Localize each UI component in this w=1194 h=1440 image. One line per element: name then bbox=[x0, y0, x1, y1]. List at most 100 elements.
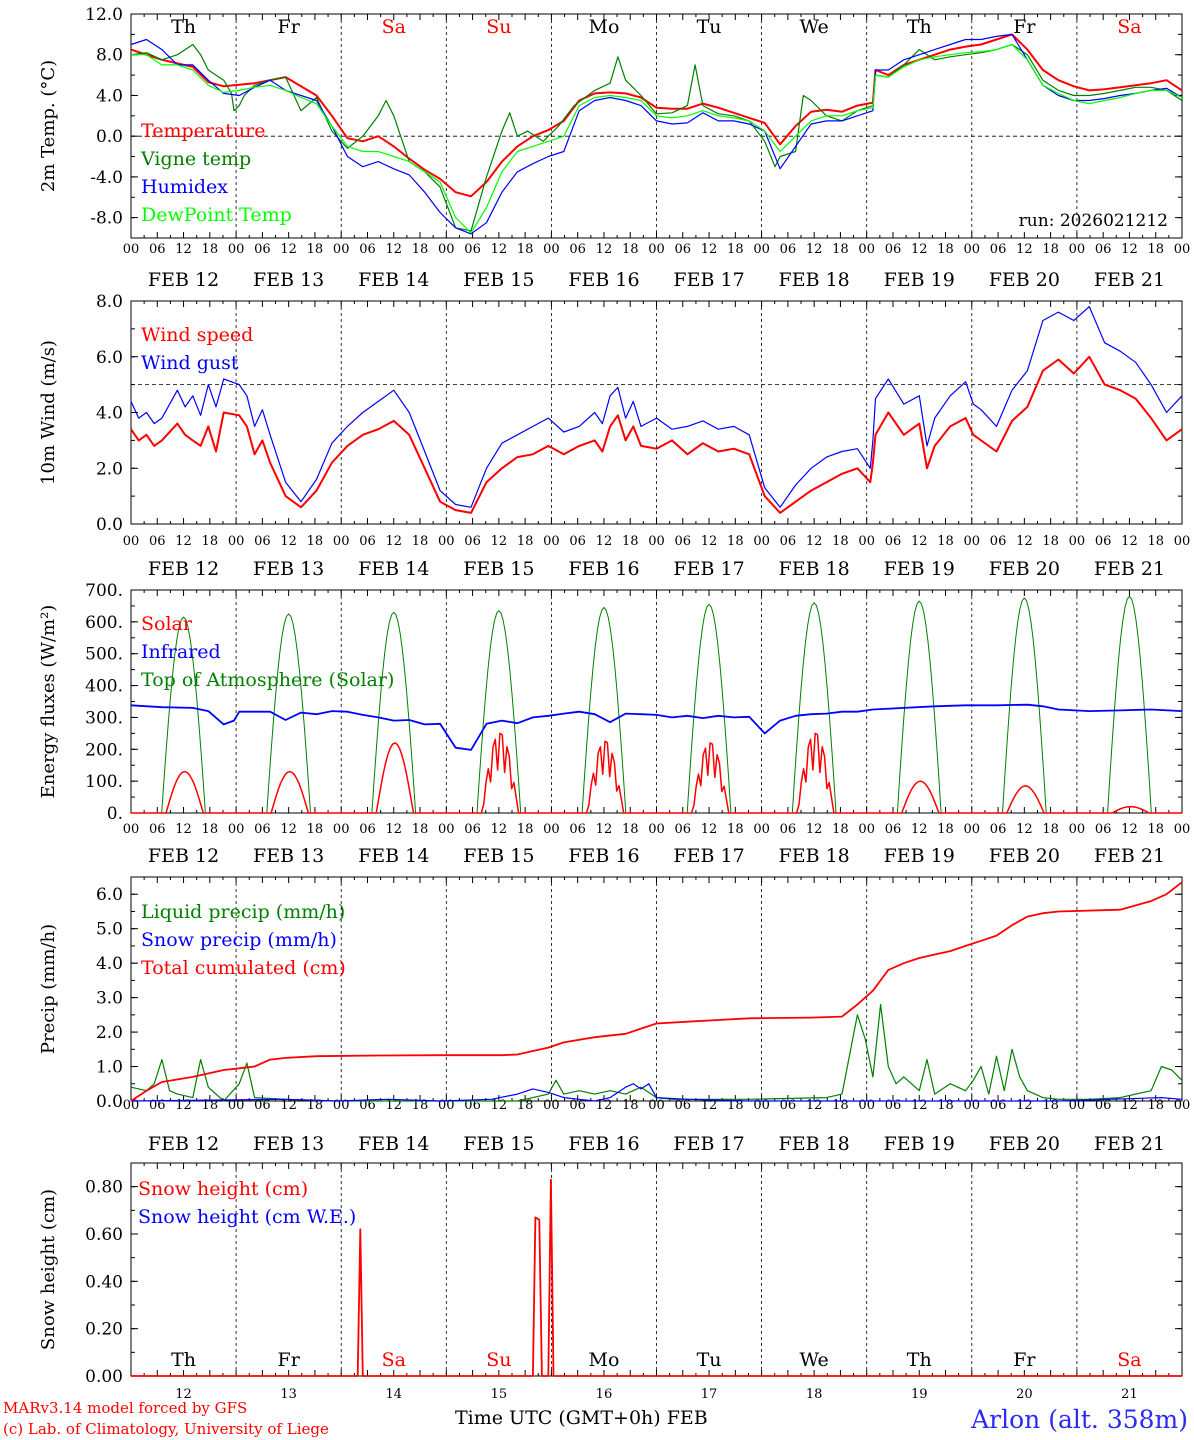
hour-tick-label: 00 bbox=[858, 242, 875, 257]
hour-tick-label: 00 bbox=[753, 534, 770, 549]
hour-tick-label: 00 bbox=[543, 242, 560, 257]
y-tick-label: 2.0 bbox=[96, 459, 123, 479]
toa-solar-line bbox=[866, 600, 972, 814]
hour-tick-label: 18 bbox=[832, 534, 849, 549]
y-tick-label: 600. bbox=[85, 613, 123, 633]
footer-model-credit: MARv3.14 model forced by GFS bbox=[3, 1399, 247, 1417]
hour-tick-label: 18 bbox=[412, 242, 429, 257]
y-axis-label: Snow height (cm) bbox=[38, 1189, 59, 1350]
hour-tick-label: 06 bbox=[990, 534, 1007, 549]
day-name: Th bbox=[907, 16, 932, 38]
hour-tick-label: 18 bbox=[622, 822, 639, 837]
hour-tick-label: 06 bbox=[569, 534, 586, 549]
hour-tick-label: 00 bbox=[228, 1098, 245, 1113]
toa-solar-line bbox=[446, 610, 552, 814]
hour-tick-label: 06 bbox=[254, 242, 271, 257]
snow-precip-mm-h-line bbox=[130, 1083, 1183, 1102]
hour-tick-label: 06 bbox=[149, 1098, 166, 1113]
date-label: FEB 18 bbox=[779, 845, 850, 867]
hour-tick-label: 00 bbox=[1174, 534, 1191, 549]
date-label: FEB 13 bbox=[253, 558, 324, 580]
hour-tick-label: 18 bbox=[832, 822, 849, 837]
y-tick-label: -4.0 bbox=[90, 168, 123, 188]
hour-tick-label: 12 bbox=[701, 822, 718, 837]
date-label: FEB 20 bbox=[989, 558, 1060, 580]
y-tick-label: 400. bbox=[85, 677, 123, 697]
wind-gust-line bbox=[130, 306, 1183, 508]
snow-height-cm-line bbox=[131, 1178, 1182, 1377]
hour-tick-label: 00 bbox=[753, 242, 770, 257]
hour-tick-label: 00 bbox=[858, 822, 875, 837]
humidex-line bbox=[130, 33, 1183, 235]
y-tick-label: 6.0 bbox=[96, 348, 123, 368]
hour-tick-label: 18 bbox=[937, 242, 954, 257]
hour-tick-label: 12 bbox=[596, 822, 613, 837]
wind-speed-line bbox=[130, 355, 1183, 514]
legend-entry: Liquid precip (mm/h) bbox=[141, 901, 345, 923]
date-label: FEB 14 bbox=[358, 1133, 429, 1155]
hour-tick-label: 00 bbox=[964, 822, 981, 837]
hour-tick-label: 06 bbox=[149, 242, 166, 257]
hour-tick-label: 18 bbox=[307, 822, 324, 837]
hour-tick-label: 18 bbox=[202, 534, 219, 549]
hour-tick-label: 06 bbox=[464, 534, 481, 549]
hour-tick-label: 12 bbox=[596, 242, 613, 257]
hour-tick-label: 18 bbox=[307, 242, 324, 257]
hour-tick-label: 06 bbox=[885, 822, 902, 837]
hour-tick-label: 00 bbox=[438, 534, 455, 549]
hour-tick-label: 00 bbox=[228, 242, 245, 257]
hour-tick-label: 06 bbox=[780, 242, 797, 257]
date-label: FEB 19 bbox=[884, 845, 955, 867]
day-name: Fr bbox=[278, 16, 301, 38]
hour-tick-label: 00 bbox=[648, 1098, 665, 1113]
day-name: Th bbox=[171, 16, 196, 38]
hour-tick-label: 06 bbox=[990, 822, 1007, 837]
legend-entry: Top of Atmosphere (Solar) bbox=[141, 669, 394, 691]
hour-tick-label: 00 bbox=[333, 822, 350, 837]
hour-tick-label: 18 bbox=[307, 1098, 324, 1113]
hour-tick-label: 18 bbox=[517, 822, 534, 837]
y-tick-label: 100. bbox=[85, 772, 123, 792]
hour-tick-label: 12 bbox=[701, 534, 718, 549]
date-label: FEB 14 bbox=[358, 558, 429, 580]
hour-tick-label: 00 bbox=[1174, 242, 1191, 257]
solar-line bbox=[131, 770, 237, 814]
y-tick-label: 4.0 bbox=[96, 86, 123, 106]
date-label: FEB 21 bbox=[1094, 1133, 1165, 1155]
panel-2: 8.0 6.0 4.0 2.0 0.0 10m Wind (m/s) 00 06 12 18 00 0… bbox=[38, 292, 1190, 580]
hour-tick-label: 12 bbox=[491, 1098, 508, 1113]
y-tick-label: 4.0 bbox=[96, 404, 123, 424]
hour-tick-label: 06 bbox=[675, 242, 692, 257]
date-label: FEB 19 bbox=[884, 558, 955, 580]
y-tick-label: 500. bbox=[85, 645, 123, 665]
day-name: Sa bbox=[382, 1349, 406, 1371]
hour-tick-label: 06 bbox=[675, 822, 692, 837]
hour-tick-label: 00 bbox=[543, 1098, 560, 1113]
toa-solar-line bbox=[236, 613, 342, 814]
hour-tick-label: 18 bbox=[1042, 534, 1059, 549]
hour-tick-label: 12 bbox=[385, 1098, 402, 1113]
panel-3: 700. 600. 500. 400. 300. 200. 100. 0. Energy flu… bbox=[38, 581, 1190, 867]
day-name: We bbox=[800, 1349, 829, 1371]
hour-tick-label: 18 bbox=[727, 1098, 744, 1113]
hour-tick-label: 06 bbox=[464, 822, 481, 837]
day-number: 15 bbox=[491, 1387, 508, 1402]
date-label: FEB 17 bbox=[673, 558, 744, 580]
y-tick-label: 6.0 bbox=[96, 885, 123, 905]
date-label: FEB 21 bbox=[1094, 845, 1165, 867]
hour-tick-label: 06 bbox=[885, 534, 902, 549]
hour-tick-label: 12 bbox=[1121, 242, 1138, 257]
solar-line bbox=[971, 785, 1077, 814]
day-number: 19 bbox=[911, 1387, 928, 1402]
legend-entry: DewPoint Temp bbox=[141, 204, 292, 226]
hour-tick-label: 12 bbox=[1016, 534, 1033, 549]
y-tick-label: 0.00 bbox=[85, 1367, 123, 1387]
date-label: FEB 16 bbox=[568, 269, 639, 291]
hour-tick-label: 06 bbox=[780, 534, 797, 549]
y-tick-label: 0.60 bbox=[85, 1225, 123, 1245]
date-label: FEB 16 bbox=[568, 1133, 639, 1155]
hour-tick-label: 06 bbox=[464, 242, 481, 257]
station-name: Arlon (alt. 358m) bbox=[970, 1405, 1188, 1434]
day-number: 21 bbox=[1121, 1387, 1138, 1402]
day-number: 12 bbox=[175, 1387, 192, 1402]
